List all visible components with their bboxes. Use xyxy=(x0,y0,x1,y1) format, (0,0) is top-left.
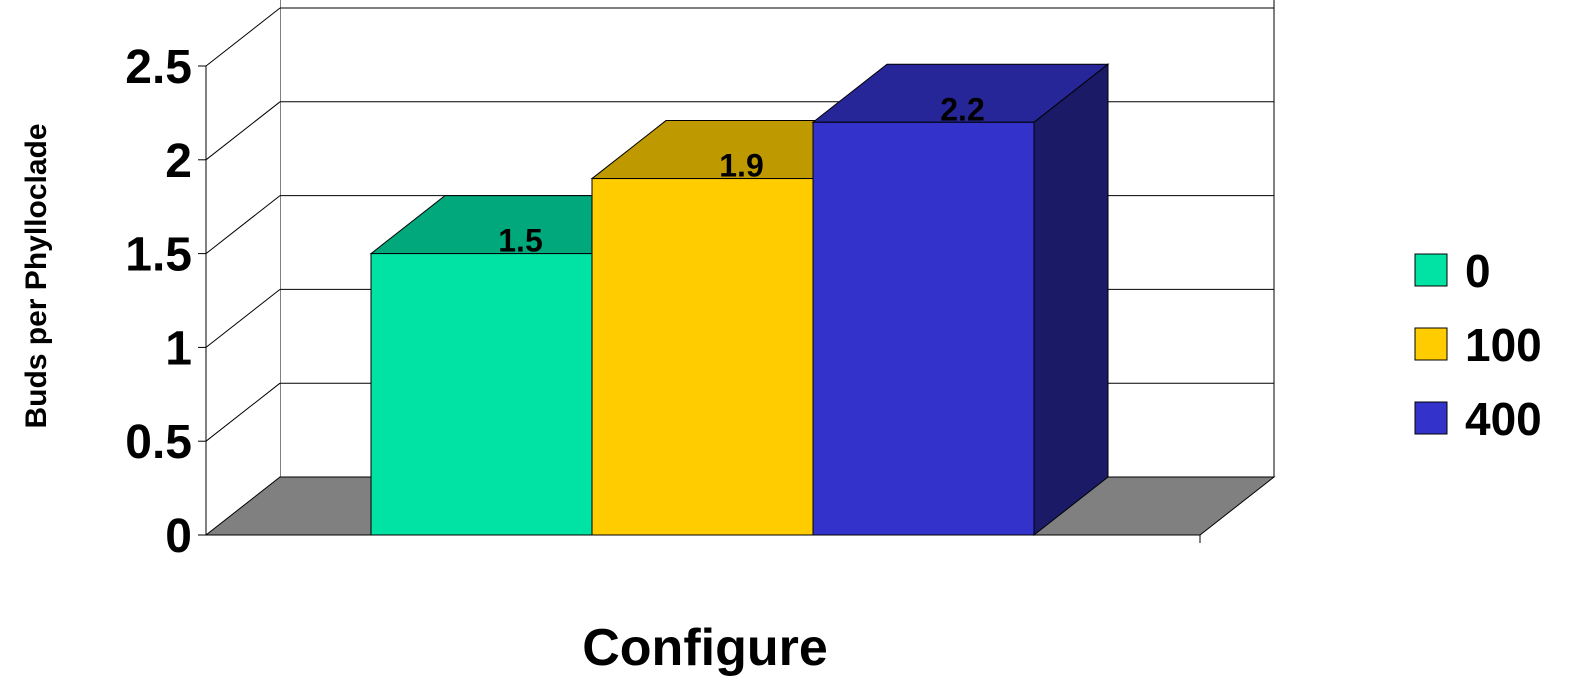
gridline-diagonal xyxy=(205,195,281,254)
bar-side xyxy=(1033,63,1109,537)
y-tick-label: 0 xyxy=(165,510,192,563)
legend-item-400: 400 xyxy=(1414,393,1542,445)
x-axis-title: Configure xyxy=(582,619,828,677)
bar-400 xyxy=(811,63,1110,537)
bars xyxy=(369,63,1110,537)
y-tick-label: 0.5 xyxy=(125,416,192,469)
gridline-diagonal xyxy=(205,382,281,442)
side-wall xyxy=(206,0,280,535)
bar-100 xyxy=(590,120,889,536)
data-label: 1.9 xyxy=(719,148,763,184)
data-label: 1.5 xyxy=(498,223,542,259)
y-tick-label: 1 xyxy=(165,322,192,375)
y-axis xyxy=(198,65,207,536)
legend-label: 100 xyxy=(1465,319,1542,371)
gridline-diagonal xyxy=(205,7,281,67)
gridline-diagonal xyxy=(205,289,281,348)
legend-swatch xyxy=(1414,401,1448,435)
legend-label: 400 xyxy=(1465,393,1542,445)
bar-front xyxy=(591,178,814,536)
legend-swatch xyxy=(1414,327,1448,361)
y-tick-label: 2 xyxy=(165,135,192,188)
y-tick-labels: 0 0.5 1 1.5 2 2.5 xyxy=(125,41,192,563)
legend: 0 100 400 xyxy=(1414,245,1542,445)
data-label: 2.2 xyxy=(940,91,984,127)
y-axis-title: Buds per Phylloclade xyxy=(20,123,53,428)
bar-front xyxy=(370,253,593,536)
legend-item-100: 100 xyxy=(1414,319,1542,371)
gridline-diagonal xyxy=(205,101,281,161)
legend-label: 0 xyxy=(1465,245,1491,297)
data-labels: 1.5 1.9 2.2 xyxy=(498,91,984,258)
bar-front xyxy=(812,121,1035,536)
y-tick-label: 2.5 xyxy=(125,41,192,94)
legend-item-0: 0 xyxy=(1414,245,1491,297)
legend-swatch xyxy=(1414,253,1448,287)
y-tick-label: 1.5 xyxy=(125,229,192,282)
